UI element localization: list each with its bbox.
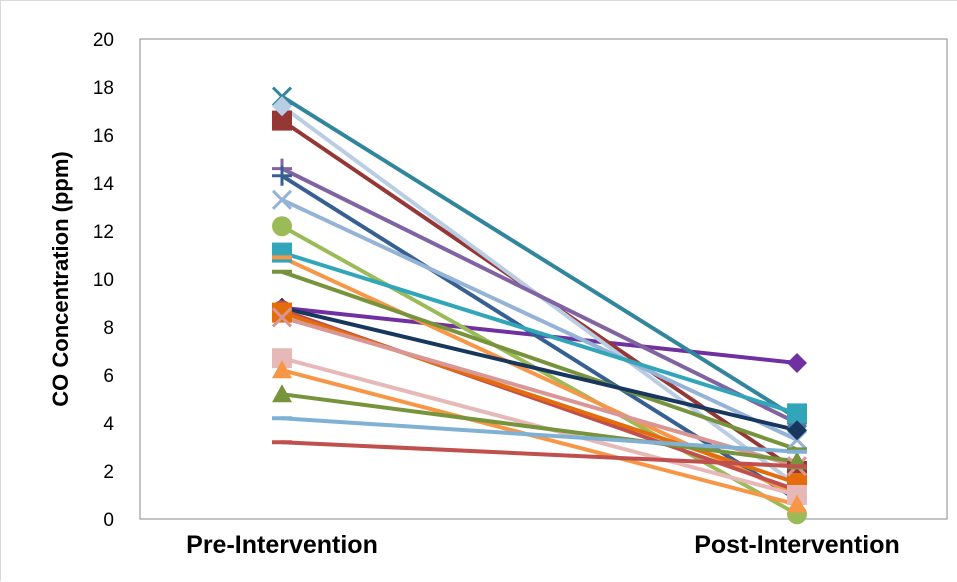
series-line: [280, 166, 799, 425]
data-point: [272, 242, 292, 263]
data-point: [272, 360, 292, 379]
y-tick-label: 18: [93, 78, 114, 99]
series-line: [280, 305, 799, 433]
series-line: [280, 94, 799, 421]
data-point: [271, 307, 293, 328]
series-line: [280, 250, 799, 416]
data-point: [272, 384, 292, 403]
y-tick-label: 8: [103, 318, 114, 339]
data-point: [272, 348, 292, 369]
y-tick-label: 0: [103, 510, 114, 531]
y-tick-label: 20: [93, 30, 114, 51]
y-tick-label: 14: [93, 174, 115, 195]
y-tick-label: 2: [103, 462, 114, 483]
y-tick-label: 6: [103, 366, 114, 387]
y-tick-label: 12: [93, 222, 114, 243]
series-line: [280, 315, 799, 469]
data-point: [271, 189, 293, 210]
data-point: [787, 494, 807, 513]
data-point: [272, 96, 292, 117]
series-line: [280, 416, 799, 454]
series-line: [280, 392, 799, 464]
y-axis-label: CO Concentration (ppm): [48, 151, 73, 406]
data-point: [272, 216, 292, 237]
y-tick-label: 16: [93, 126, 114, 147]
plot-area: [139, 38, 948, 520]
series-line: [280, 269, 799, 452]
series-line: [280, 305, 799, 365]
x-category-label: Pre-Intervention: [186, 531, 378, 559]
series-line: [280, 197, 799, 442]
series-line: [280, 440, 799, 469]
data-point: [272, 302, 292, 323]
data-point: [272, 165, 292, 186]
data-point: [787, 353, 807, 373]
series-line: [280, 368, 799, 507]
data-point: [787, 403, 807, 424]
y-tick-label: 4: [103, 414, 114, 435]
data-point: [787, 420, 807, 441]
x-category-label: Post-Intervention: [694, 531, 900, 559]
data-point: [272, 110, 292, 131]
y-tick-label: 10: [93, 270, 114, 291]
